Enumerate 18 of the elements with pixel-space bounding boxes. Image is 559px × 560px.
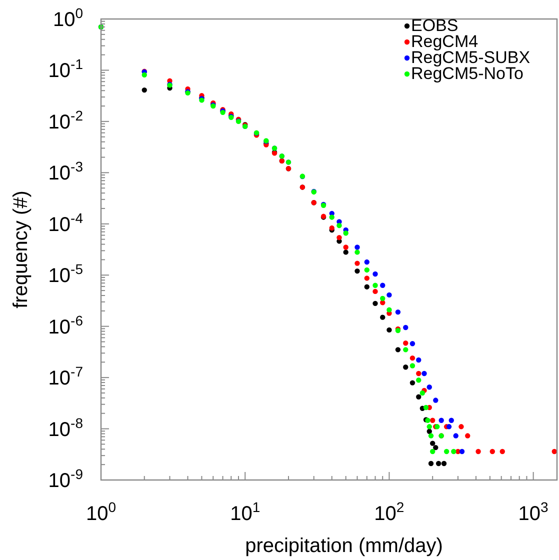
x-tick-label: 10$^{2}$ [374,499,404,525]
x-tick-label: 10$^{1}$ [230,499,260,525]
y-tick-label: 10$^{-2}$ [48,107,84,134]
legend-label: EOBS [411,16,458,35]
y-tick-label: 10$^{-1}$ [48,56,84,82]
y-tick-label: 10$^{-6}$ [48,312,84,338]
x-tick-label: 10$^{0}$ [86,499,116,525]
x-axis-title: precipitation (mm/day) [245,535,443,557]
y-tick-label: 10$^{-3}$ [48,158,84,185]
legend-label: RegCM4 [411,32,478,51]
x-tick-label: 10$^{3}$ [518,499,549,525]
y-tick-label: 10$^{-8}$ [48,414,84,441]
y-tick-label: 10$^{-4}$ [48,210,84,236]
y-axis-title: frequency (#) [10,190,32,308]
y-tick-label: 10$^{-9}$ [48,466,84,492]
y-tick-label: 10$^{0}$ [52,5,84,31]
y-tick-label: 10$^{-7}$ [48,364,84,390]
y-tick-label: 10$^{-5}$ [48,261,84,288]
